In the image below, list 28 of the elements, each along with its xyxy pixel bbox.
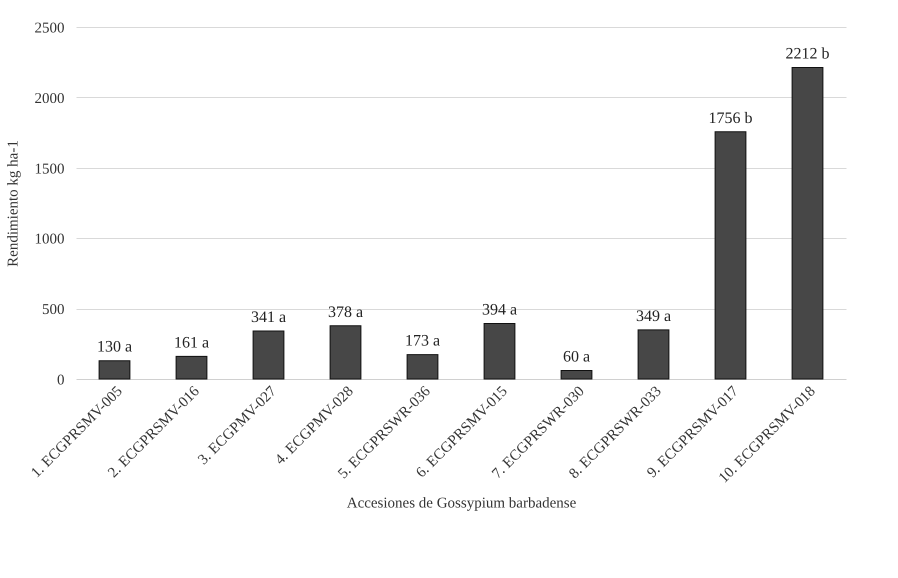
bar xyxy=(714,131,746,380)
bar xyxy=(792,67,824,380)
data-label: 173 a xyxy=(404,332,440,350)
bar xyxy=(406,354,438,380)
y-tick-label: 2000 xyxy=(34,90,64,107)
data-label: 161 a xyxy=(174,334,210,352)
bar xyxy=(98,360,130,380)
data-label: 1756 b xyxy=(708,110,752,127)
y-axis-title: Rendimiento kg ha-1 xyxy=(6,140,22,267)
bar xyxy=(638,329,670,380)
x-axis-title: Accesiones de Gossypium barbadense xyxy=(346,496,577,512)
data-label: 130 a xyxy=(96,338,132,356)
data-label: 394 a xyxy=(482,302,518,319)
y-tick-label: 1000 xyxy=(34,232,64,248)
bar xyxy=(560,370,592,380)
y-tick-label: 2500 xyxy=(34,20,64,36)
bar xyxy=(330,325,362,380)
y-tick-label: 0 xyxy=(57,372,64,388)
data-label: 2212 b xyxy=(786,46,830,63)
y-tick-label: 1500 xyxy=(34,161,64,178)
y-tick-label: 500 xyxy=(42,302,64,318)
data-label: 60 a xyxy=(562,348,590,366)
bar xyxy=(252,330,284,380)
data-label: 341 a xyxy=(250,308,286,326)
data-label: 349 a xyxy=(636,308,672,325)
bar xyxy=(176,356,208,380)
bar xyxy=(484,323,516,380)
data-label: 378 a xyxy=(328,304,364,321)
